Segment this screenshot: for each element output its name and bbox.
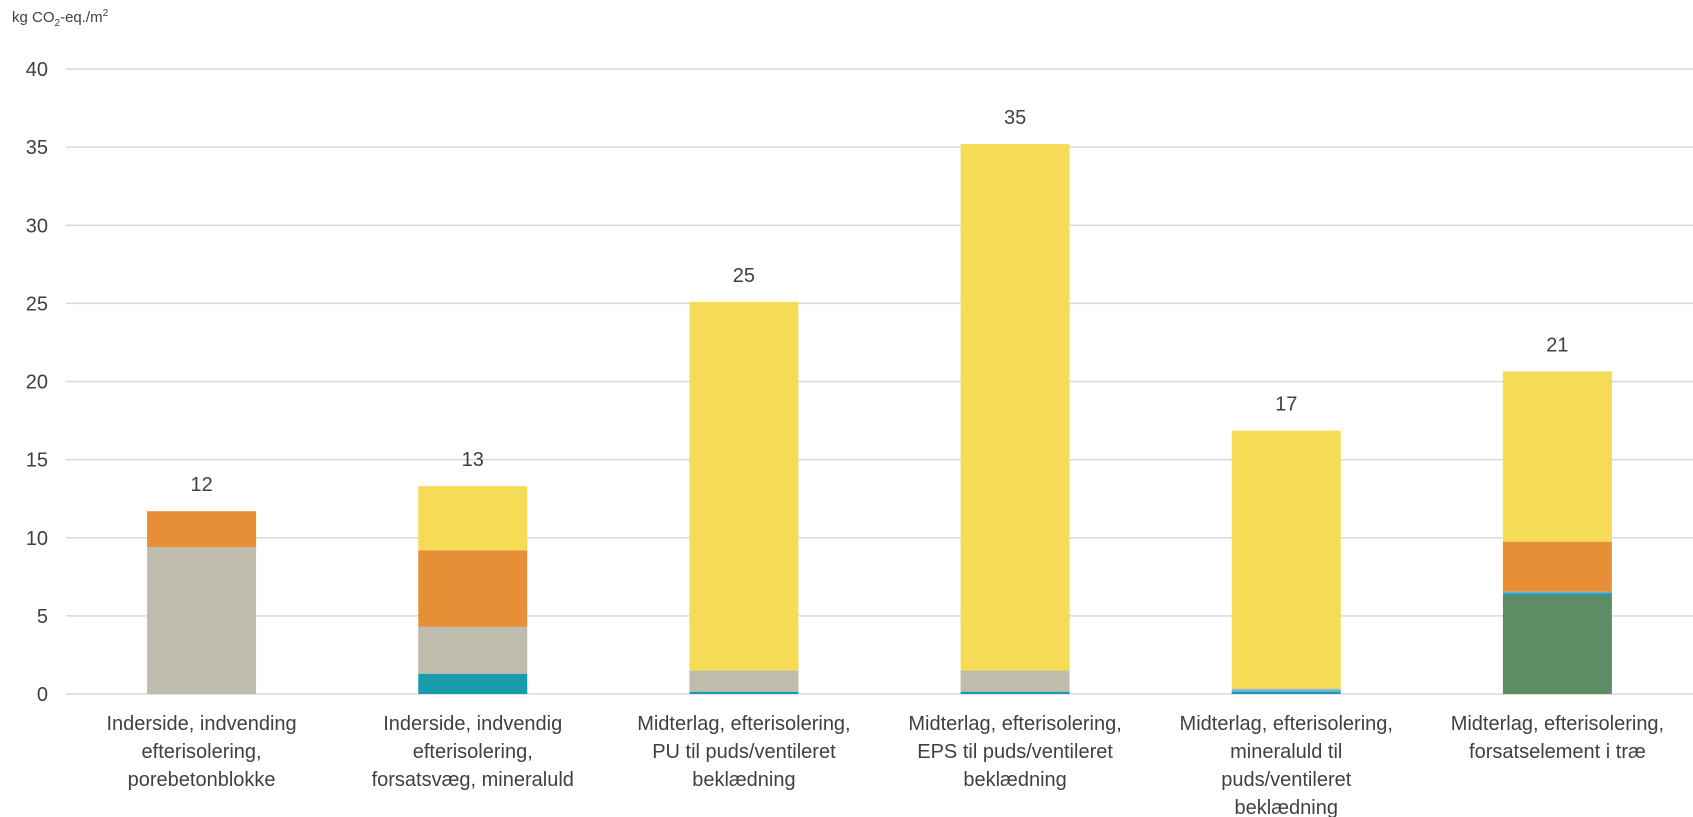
bar-segment: [960, 144, 1070, 671]
category-label: Midterlag, efterisolering,: [1180, 713, 1393, 735]
total-labels: 12 13 25 35 17 21: [190, 107, 1568, 496]
y-axis-ticks: 0 5 10 15 20 25 30 35 40: [26, 59, 48, 706]
y-tick-label: 20: [26, 372, 48, 394]
bar-segment: [418, 486, 528, 551]
category-label: Midterlag, efterisolering,: [908, 713, 1121, 735]
category-label: puds/ventileret: [1221, 769, 1352, 791]
category-label: beklædning: [963, 769, 1066, 791]
category-label: forsatselement i træ: [1469, 741, 1646, 763]
category-label: efterisolering,: [142, 741, 262, 763]
total-label: 13: [462, 449, 484, 471]
total-label: 35: [1004, 107, 1026, 129]
total-label: 12: [190, 474, 212, 496]
category-label: EPS til puds/ventileret: [917, 741, 1113, 763]
bar-segment: [1231, 430, 1341, 689]
bar-segment: [418, 673, 528, 694]
category-label: Inderside, indvendig: [383, 713, 562, 735]
bar-segment: [689, 691, 799, 694]
category-label: PU til puds/ventileret: [652, 741, 836, 763]
y-tick-label: 0: [37, 684, 48, 706]
bar-segment: [418, 550, 528, 627]
y-tick-label: 40: [26, 59, 48, 81]
bar-segment: [1231, 689, 1341, 692]
bar-segment: [147, 511, 257, 548]
category-label: Midterlag, efterisolering,: [637, 713, 850, 735]
y-tick-label: 15: [26, 450, 48, 472]
y-tick-label: 25: [26, 293, 48, 315]
category-label: beklædning: [1235, 797, 1338, 817]
y-tick-label: 35: [26, 137, 48, 159]
bar-segment: [1231, 688, 1341, 690]
y-axis-unit-label: kg CO2-eq./m2: [12, 8, 109, 29]
category-label: efterisolering,: [413, 741, 533, 763]
bar-segment: [418, 626, 528, 674]
category-label: porebetonblokke: [128, 769, 276, 791]
category-label: Midterlag, efterisolering,: [1451, 713, 1664, 735]
y-tick-label: 5: [37, 606, 48, 628]
total-label: 17: [1275, 394, 1297, 416]
bar-segment: [1231, 691, 1341, 694]
bar-segment: [960, 691, 1070, 694]
bar-segment: [1502, 595, 1612, 694]
bar-segment: [1502, 371, 1612, 542]
y-tick-label: 10: [26, 528, 48, 550]
category-label: beklædning: [692, 769, 795, 791]
bar-segment: [960, 670, 1070, 692]
bar-segment: [1502, 593, 1612, 596]
y-tick-label: 30: [26, 215, 48, 237]
total-label: 21: [1546, 334, 1568, 356]
category-label: mineraluld til: [1230, 741, 1342, 763]
total-label: 25: [733, 265, 755, 287]
category-label: Inderside, indvending: [107, 713, 297, 735]
bar-segment: [689, 670, 799, 692]
category-labels: Inderside, indvending efterisolering, pore…: [107, 713, 1665, 817]
bars: [147, 144, 1612, 694]
bar-segment: [1502, 541, 1612, 592]
gridlines: [66, 68, 1693, 695]
category-label: forsatsvæg, mineraluld: [372, 769, 574, 791]
bar-segment: [147, 547, 257, 694]
bar-segment: [689, 301, 799, 671]
bar-segment: [1502, 591, 1612, 594]
